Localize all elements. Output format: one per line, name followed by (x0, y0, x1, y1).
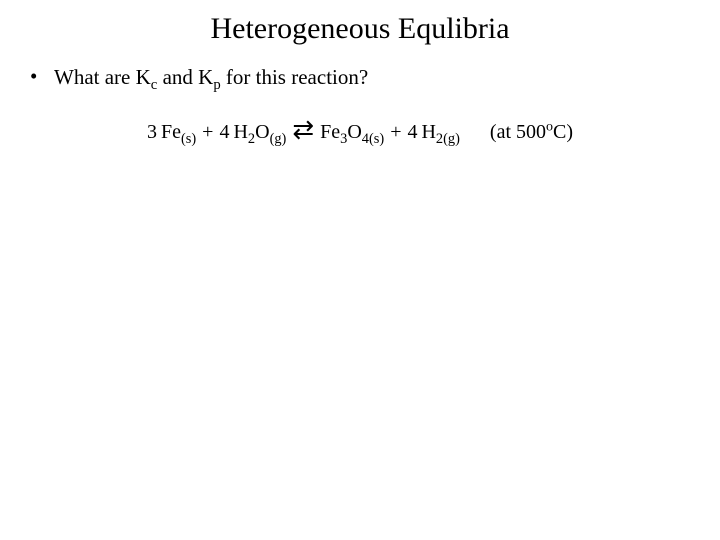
cond-open: (at 500 (490, 121, 546, 143)
h-symbol: H (233, 121, 247, 143)
bullet-text-post: for this reaction? (221, 65, 369, 89)
condition: (at 500oC) (464, 121, 573, 144)
bullet-item: • What are Kc and Kp for this reaction? (30, 64, 690, 91)
chemical-equation: 3 Fe(s) + 4 H2O(g) ⇄ Fe3O4(s) + 4 H2(g) … (147, 117, 573, 147)
o-symbol: O (255, 121, 269, 143)
slide-title: Heterogeneous Equlibria (30, 12, 690, 46)
h2o-state: (g) (270, 131, 287, 147)
h2-symbol: H (421, 121, 435, 143)
equilibrium-arrow: ⇄ (290, 115, 316, 145)
species-fe: Fe(s) (161, 121, 196, 144)
o4-sub: 4 (362, 131, 369, 147)
species-h2o: H2O(g) (233, 121, 286, 144)
bullet-marker: • (30, 64, 54, 89)
fe3o4-state: (s) (369, 131, 384, 147)
bullet-text: What are Kc and Kp for this reaction? (54, 64, 368, 91)
fe-symbol: Fe (161, 121, 181, 143)
fe3o4-o: O (347, 121, 361, 143)
bullet-sub-p: p (213, 77, 220, 93)
bullet-text-pre: What are K (54, 65, 151, 89)
coef-1: 3 (147, 121, 157, 144)
equation-container: 3 Fe(s) + 4 H2O(g) ⇄ Fe3O4(s) + 4 H2(g) … (30, 117, 690, 147)
degree-symbol: o (546, 119, 553, 134)
bullet-text-mid: and K (157, 65, 213, 89)
cond-close: C) (553, 121, 573, 143)
species-fe3o4: Fe3O4(s) (320, 121, 384, 144)
species-h2: H2(g) (421, 121, 459, 144)
slide: Heterogeneous Equlibria • What are Kc an… (0, 0, 720, 540)
fe-state: (s) (181, 131, 196, 147)
fe3o4-fe: Fe (320, 121, 340, 143)
plus-1: + (200, 121, 215, 144)
h2-state: (g) (443, 131, 460, 147)
coef-4: 4 (407, 121, 417, 144)
coef-2: 4 (219, 121, 229, 144)
plus-2: + (388, 121, 403, 144)
